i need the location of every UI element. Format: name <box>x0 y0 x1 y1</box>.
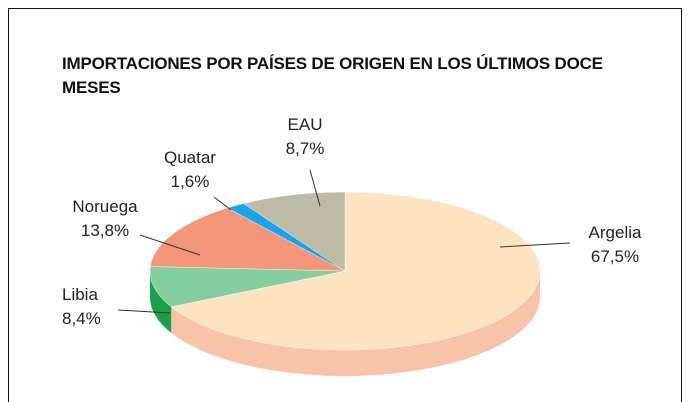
slice-label: Argelia <box>589 223 642 242</box>
leader-line <box>213 196 232 211</box>
leader-line <box>309 169 321 207</box>
slice-value-label: 13,8% <box>81 221 129 240</box>
slice-value-label: 8,4% <box>62 309 101 328</box>
slice-label: EAU <box>288 115 323 134</box>
leader-line <box>499 242 571 248</box>
slice-label: Libia <box>62 285 98 304</box>
slice-value-label: 67,5% <box>591 247 639 266</box>
slice-value-label: 1,6% <box>171 172 210 191</box>
chart-title: IMPORTACIONES POR PAÍSES DE ORIGEN EN LO… <box>62 54 603 97</box>
slice <box>150 207 346 272</box>
slice <box>243 191 346 272</box>
slice-value-label: 8,7% <box>286 139 325 158</box>
frame <box>8 8 682 402</box>
leader-line <box>139 234 201 256</box>
slice <box>149 266 346 308</box>
slice-label: Quatar <box>164 148 216 167</box>
leader-line <box>117 309 171 314</box>
slice-side <box>150 271 172 333</box>
slice <box>170 191 541 351</box>
slice-side <box>171 271 540 377</box>
slice-label: Noruega <box>72 197 138 216</box>
